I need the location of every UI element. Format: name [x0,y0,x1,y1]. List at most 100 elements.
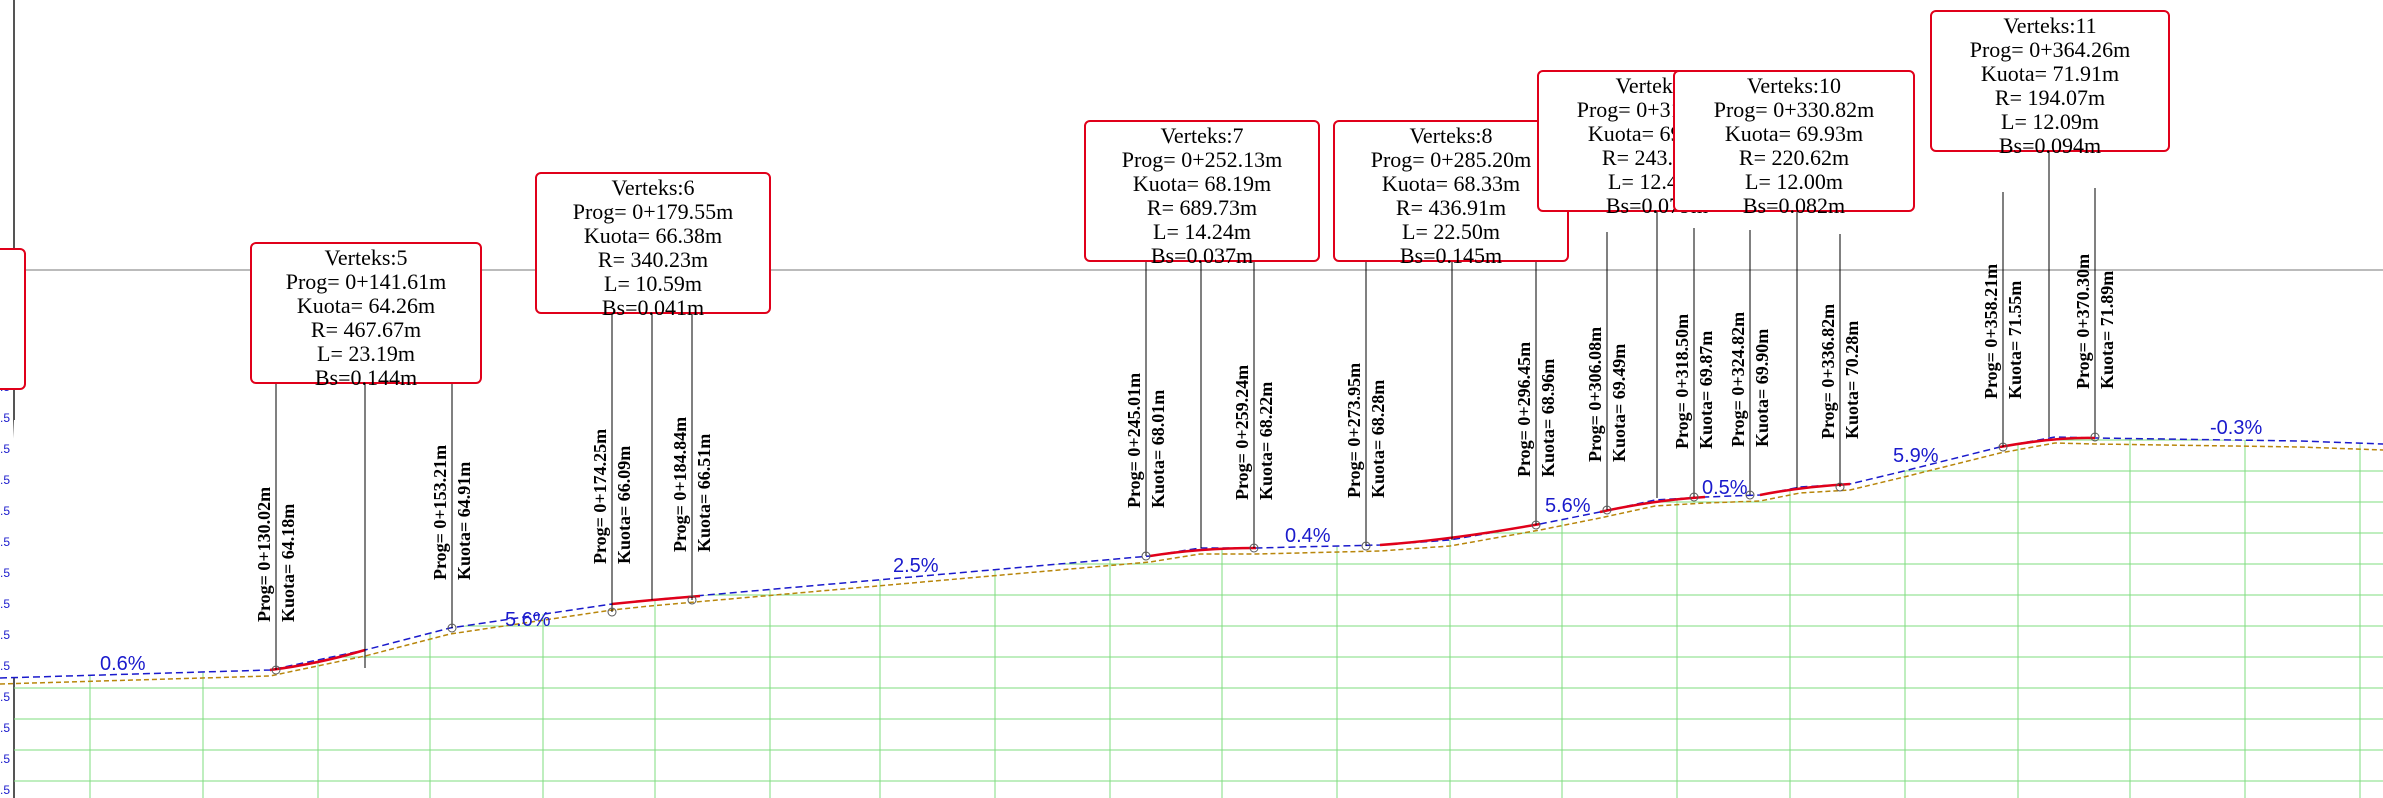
station-kuota: Kuota= 71.55m [2005,281,2025,399]
ground-path [0,442,2383,685]
station-prog: Prog= 0+153.21m [430,445,450,580]
station-marker [2090,432,2100,442]
grade-label: 0.5% [1702,477,1748,499]
vertex-prog: Prog= 0+252.13m [1121,147,1283,172]
vertex-l: L= 12.00m [1745,169,1843,194]
vertex-box-6: Verteks:6 Prog= 0+179.55m Kuota= 66.38m R= … [535,172,771,320]
leader-lines [271,150,2100,675]
station-marker [1141,551,1151,561]
station-prog: Prog= 0+318.50m [1672,314,1692,449]
vertex-title: Verteks:5 [324,245,408,270]
vertex-prog: Prog= 0+330.82m [1713,97,1875,122]
axis-tick: .5 [0,535,10,549]
station-marker [1249,543,1259,553]
station-prog: Prog= 0+296.45m [1514,342,1534,477]
vertex-r: R= 467.67m [310,317,422,342]
grade-label: 0.4% [1285,525,1331,547]
vertex-bs: Bs=0.037m [1150,243,1254,268]
vertex-title: Verteks:7 [1160,123,1244,148]
station-kuota: Kuota= 64.91m [454,462,474,580]
axis-tick: .5 [0,411,10,425]
grade-label: -0.3% [2210,417,2262,439]
vertex-r: R= 220.62m [1738,145,1850,170]
vertex-r: R= 689.73m [1146,195,1258,220]
station-labels: Prog= 0+130.02m Kuota= 64.18m Prog= 0+153.… [254,254,2117,622]
vertex-box-5: Verteks:5 Prog= 0+141.61m Kuota= 64.26m R= … [250,242,482,390]
axis-tick: .5 [0,628,10,642]
axis-tick: .5 [0,597,10,611]
vertex-bs: Bs=0.094m [1998,133,2102,158]
vertex-box-11: Verteks:11 Prog= 0+364.26m Kuota= 71.91m R=… [1930,10,2170,158]
vertical-curve [1379,522,1541,547]
station-marker [1602,505,1612,515]
station-kuota: Kuota= 66.09m [614,446,634,564]
vertex-kuota: Kuota= 64.26m [296,293,436,318]
vertex-prog: Prog= 0+179.55m [572,199,734,224]
station-kuota: Kuota= 69.87m [1696,331,1716,449]
station-marker [1689,492,1699,502]
vertex-title: Verteks:11 [2003,13,2097,38]
vertex-kuota: Kuota= 68.19m [1132,171,1272,196]
axis-tick: .5 [0,442,10,456]
axis-tick: .5 [0,504,10,518]
station-prog: Prog= 0+358.21m [1981,264,2001,399]
station-marker [1361,541,1371,551]
station-prog: Prog= 0+336.82m [1818,304,1838,439]
station-kuota: Kuota= 68.96m [1538,359,1558,477]
vertex-title: Verteks:8 [1409,123,1493,148]
station-prog: Prog= 0+130.02m [254,487,274,622]
station-marker [1745,490,1755,500]
vertical-curve [1599,495,1706,514]
station-marker [1835,482,1845,492]
station-prog: Prog= 0+184.84m [670,417,690,552]
vertex-title: Verteks:10 [1746,73,1842,98]
vertex-box-8: Verteks:8 Prog= 0+285.20m Kuota= 68.33m R= … [1333,120,1569,268]
grade-label: 5.9% [1893,445,1939,467]
station-marker [687,595,697,605]
vertex-prog: Prog= 0+141.61m [285,269,447,294]
design-line [0,436,2383,679]
vertex-l: L= 22.50m [1402,219,1500,244]
axis-tick: .5 [0,783,10,797]
vertex-prog: Prog= 0+364.26m [1969,37,2131,62]
station-prog: Prog= 0+273.95m [1344,363,1364,498]
vertex-prog: Prog= 0+285.20m [1370,147,1532,172]
vertex-box-10: Verteks:10 Prog= 0+330.82m Kuota= 69.93m R=… [1673,70,1915,218]
axis-tick: .5 [0,752,10,766]
vertex-kuota: Kuota= 66.38m [583,223,723,248]
grade-label: 0.6% [100,653,146,675]
vertical-curve [1149,546,1257,558]
grid [0,420,2383,798]
grade-label: 5.6% [1545,495,1591,517]
vertex-l: L= 14.24m [1153,219,1251,244]
station-kuota: Kuota= 68.01m [1148,390,1168,508]
station-prog: Prog= 0+306.08m [1585,327,1605,462]
station-marker [607,607,617,617]
station-prog: Prog= 0+259.24m [1232,365,1252,500]
axis-tick: .5 [0,659,10,673]
ground-line [0,442,2383,685]
vertex-kuota: Kuota= 69.93m [1724,121,1864,146]
station-kuota: Kuota= 64.18m [278,504,298,622]
vertex-bs: Bs=0.144m [314,365,418,390]
vertex-kuota: Kuota= 68.33m [1381,171,1521,196]
station-kuota: Kuota= 68.28m [1368,380,1388,498]
station-kuota: Kuota= 66.51m [694,434,714,552]
vertex-bs: Bs=0.082m [1742,193,1846,218]
vertex-r: R= 194.07m [1994,85,2106,110]
station-prog: Prog= 0+324.82m [1728,312,1748,447]
station-prog: Prog= 0+174.25m [590,429,610,564]
vertex-l: L= 12.09m [2001,109,2099,134]
station-prog: Prog= 0+245.01m [1124,373,1144,508]
station-marker [1998,442,2008,452]
grade-label: 2.5% [893,555,939,577]
vertex-r: R= 340.23m [597,247,709,272]
vertex-l: L= 23.19m [317,341,415,366]
vertex-bs: Bs=0.145m [1399,243,1503,268]
vertex-box-7: Verteks:7 Prog= 0+252.13m Kuota= 68.19m R= … [1084,120,1320,268]
grade-label: 5.6% [505,609,551,631]
vertex-kuota: Kuota= 71.91m [1980,61,2120,86]
station-kuota: Kuota= 68.22m [1256,382,1276,500]
station-kuota: Kuota= 70.28m [1842,321,1862,439]
